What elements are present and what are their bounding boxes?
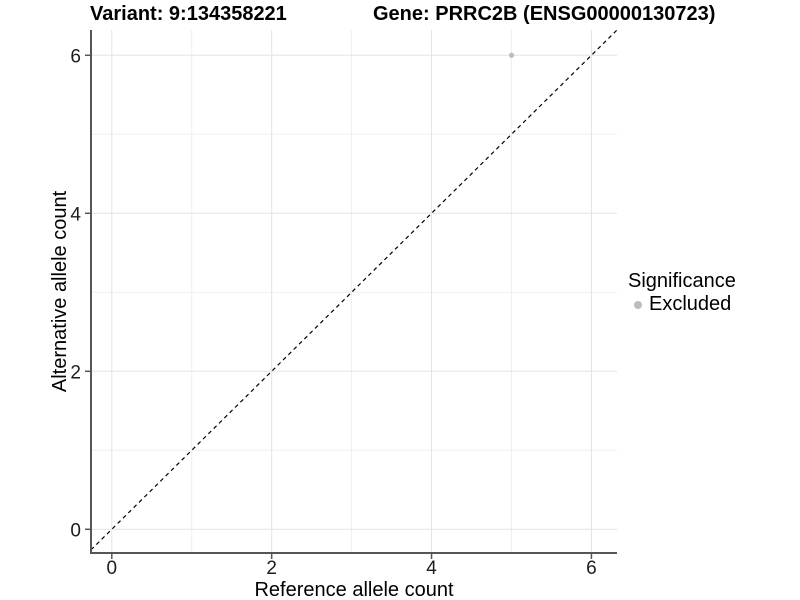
legend-item-label: Excluded [649,293,732,315]
x-tick-label: 0 [106,558,117,579]
x-tick-label: 2 [266,558,277,579]
plot-title-variant: Variant: 9:134358221 [90,3,287,25]
x-tick-label: 6 [586,558,597,579]
y-tick-label: 0 [70,520,81,541]
legend-point-icon [634,300,642,309]
x-tick-label: 4 [426,558,437,579]
legend: Significance Excluded [628,270,736,315]
x-axis-title: Reference allele count [254,579,453,600]
y-tick-label: 4 [70,204,81,225]
legend-item-excluded: Excluded [628,294,736,315]
y-tick-label: 2 [70,362,81,383]
y-tick-label: 6 [70,46,81,67]
identity-dashed-line [90,29,618,551]
plot-title-gene: Gene: PRRC2B (ENSG00000130723) [373,3,716,25]
data-point [508,52,515,58]
legend-title: Significance [628,270,736,292]
y-axis-title: Alternative allele count [49,190,71,392]
